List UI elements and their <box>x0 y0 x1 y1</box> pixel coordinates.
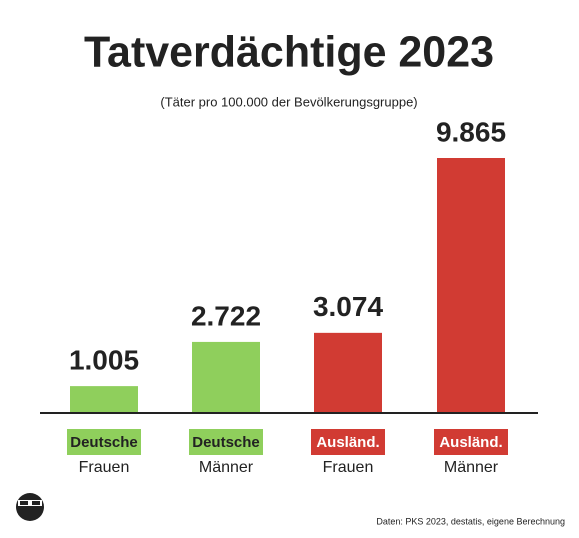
chart-title: Tatverdächtige 2023 <box>84 28 494 77</box>
group-label: Deutsche <box>192 434 260 451</box>
group-box <box>67 429 141 455</box>
value-label: 1.005 <box>69 345 139 376</box>
x-tick-label: Frauen <box>323 459 374 476</box>
group-label: Deutsche <box>70 434 138 451</box>
x-tick-label: Frauen <box>79 459 130 476</box>
x-tick-label: Männer <box>444 459 499 476</box>
x-tick-label: Männer <box>199 459 254 476</box>
bar <box>314 332 382 412</box>
value-label: 2.722 <box>191 300 261 331</box>
group-box <box>311 429 385 455</box>
group-label: Ausländ. <box>316 434 379 451</box>
group-box <box>434 429 508 455</box>
source-note: Daten: PKS 2023, destatis, eigene Berech… <box>376 516 565 526</box>
bar <box>70 386 138 412</box>
group-box <box>189 429 263 455</box>
chart-subtitle: (Täter pro 100.000 der Bevölkerungsgrupp… <box>160 94 417 109</box>
group-label: Ausländ. <box>439 434 502 451</box>
bar <box>192 341 260 412</box>
logo <box>16 493 44 521</box>
bar <box>437 158 505 412</box>
value-label: 3.074 <box>313 291 383 322</box>
value-label: 9.865 <box>436 116 506 147</box>
